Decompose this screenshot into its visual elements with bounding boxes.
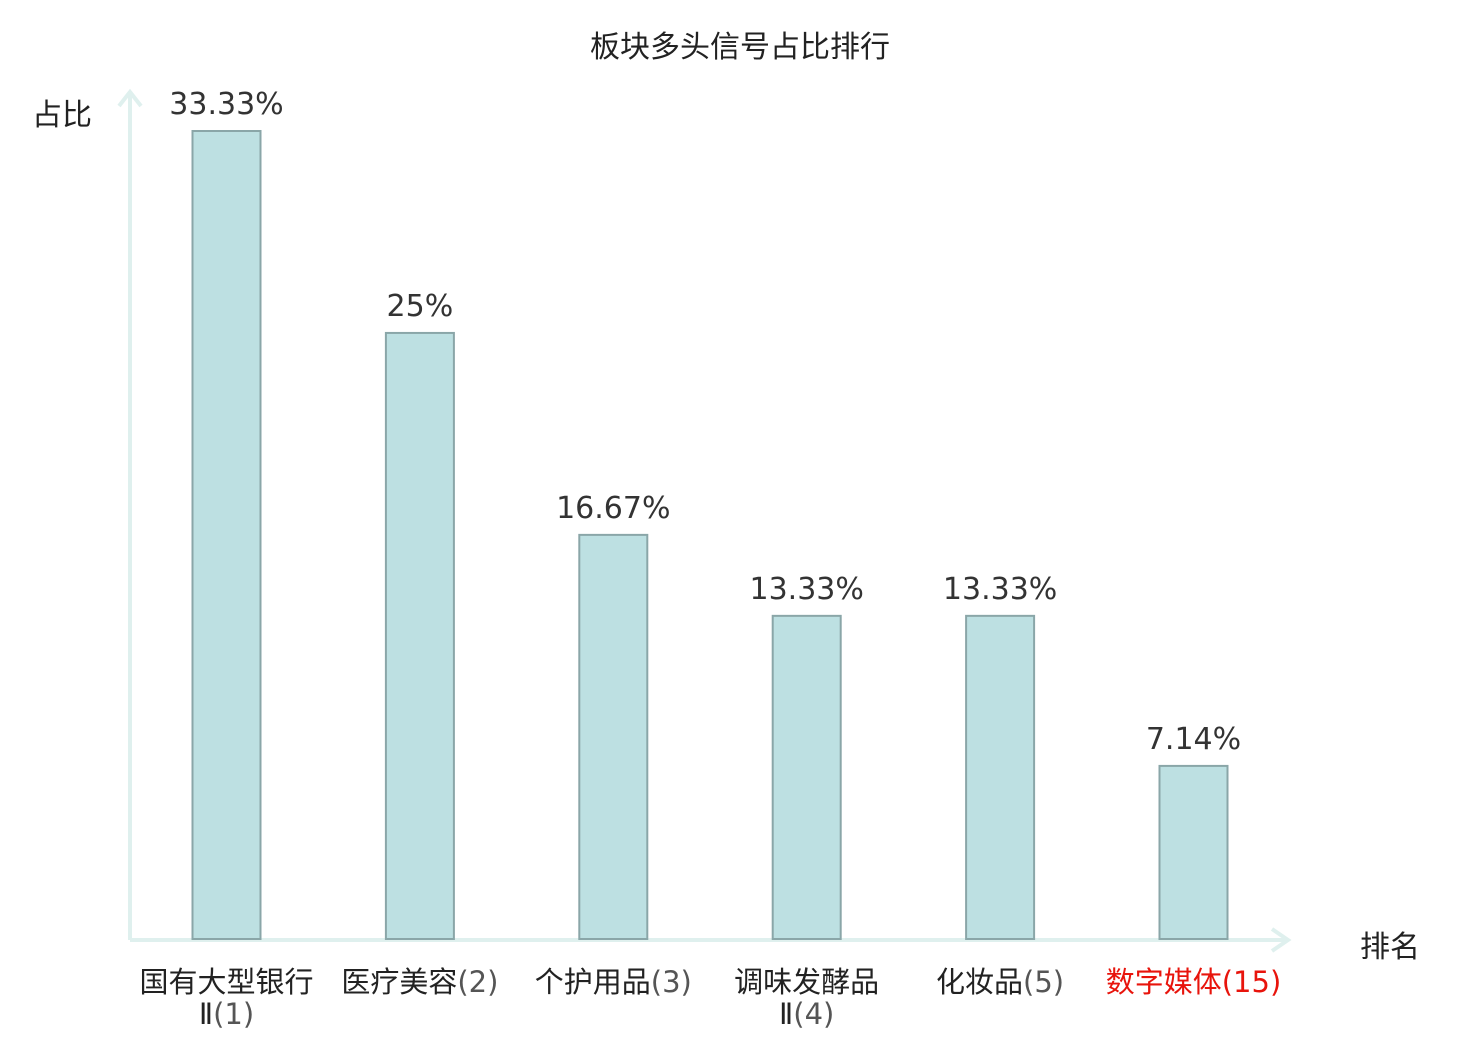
category-name: 国有大型银行Ⅱ	[139, 965, 314, 1031]
category-rank: (2)	[457, 965, 499, 999]
value-label-3: 16.67%	[556, 491, 670, 526]
category-label-1: 国有大型银行Ⅱ(1)	[132, 966, 322, 1030]
bar-6	[1158, 764, 1229, 941]
category-rank: (15)	[1221, 965, 1282, 999]
category-label-2: 医疗美容(2)	[325, 966, 515, 998]
value-label-2: 25%	[387, 289, 454, 324]
value-label-5: 13.33%	[943, 572, 1057, 607]
value-label-4: 13.33%	[750, 572, 864, 607]
category-label-6: 数字媒体(15)	[1099, 966, 1289, 998]
bar-3	[578, 533, 649, 940]
category-name: 调味发酵品Ⅱ	[734, 965, 880, 1031]
y-axis-arrow	[117, 88, 143, 108]
category-rank: (4)	[793, 997, 835, 1031]
value-label-6: 7.14%	[1146, 722, 1241, 757]
category-rank: (1)	[213, 997, 255, 1031]
bar-5	[965, 614, 1036, 941]
category-rank: (3)	[650, 965, 692, 999]
x-axis-label: 排名	[1360, 930, 1420, 965]
category-rank: (5)	[1023, 965, 1065, 999]
value-label-1: 33.33%	[169, 87, 283, 122]
bar-2	[384, 331, 455, 940]
axes	[117, 88, 1292, 953]
bar-4	[771, 614, 842, 941]
category-label-5: 化妆品(5)	[905, 966, 1095, 998]
bars	[191, 130, 1229, 941]
category-name: 化妆品	[936, 965, 1024, 999]
bar-1	[191, 130, 262, 940]
category-name: 数字媒体	[1105, 965, 1222, 999]
y-axis-label: 占比	[32, 98, 92, 133]
category-name: 医疗美容	[341, 965, 458, 999]
chart-title: 板块多头信号占比排行	[590, 30, 890, 65]
category-label-4: 调味发酵品Ⅱ(4)	[712, 966, 902, 1030]
x-axis-arrow	[1270, 927, 1292, 953]
value-labels: 33.33% 25% 16.67% 13.33% 13.33% 7.14%	[169, 87, 1241, 757]
category-label-3: 个护用品(3)	[518, 966, 708, 998]
category-name: 个护用品	[534, 965, 651, 999]
